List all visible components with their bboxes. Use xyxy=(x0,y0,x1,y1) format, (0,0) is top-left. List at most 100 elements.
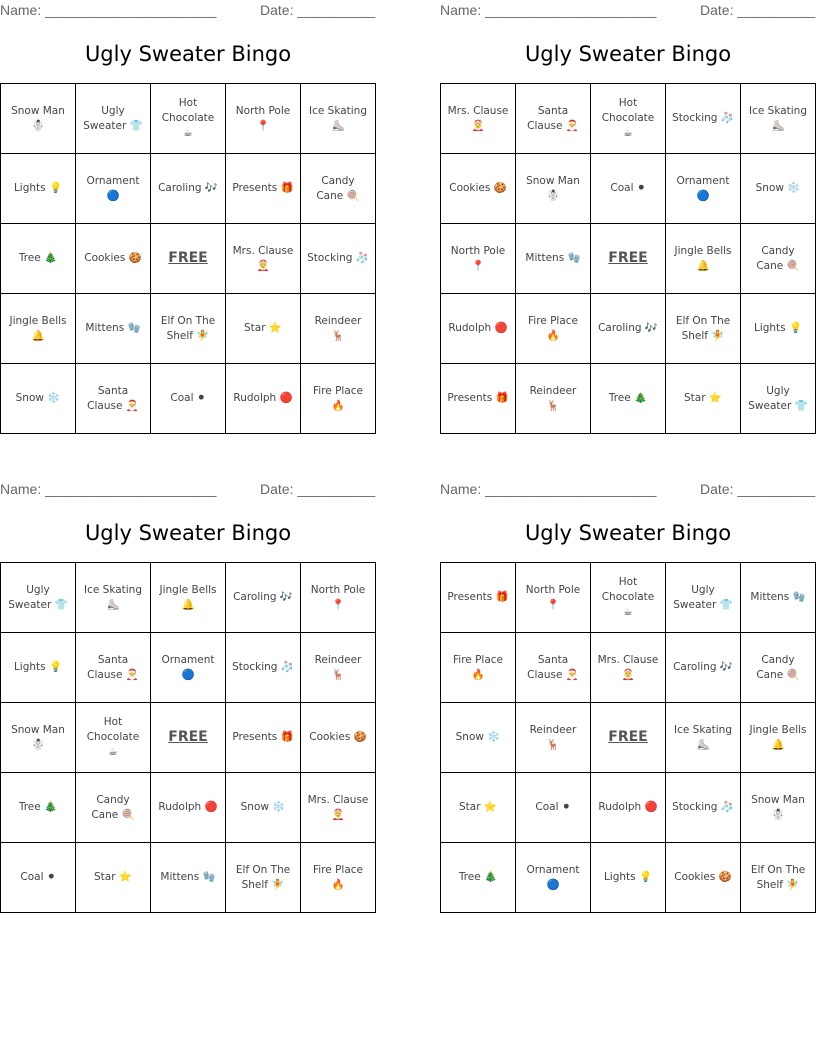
bingo-cell: Cookies 🍪 xyxy=(441,154,516,224)
bingo-cell: Tree 🎄 xyxy=(591,364,666,434)
bingo-cell: Mittens 🧤 xyxy=(516,224,591,294)
bingo-cell: Snow Man ☃️ xyxy=(516,154,591,224)
bingo-cell: Hot Chocolate ☕ xyxy=(591,84,666,154)
bingo-cell: Hot Chocolate ☕ xyxy=(591,563,666,633)
bingo-cell: Presents 🎁 xyxy=(441,364,516,434)
bingo-cell: Stocking 🧦 xyxy=(666,773,741,843)
bingo-cell: Star ⭐ xyxy=(441,773,516,843)
name-field: Name: ______________________ xyxy=(0,481,217,497)
bingo-cell: Presents 🎁 xyxy=(226,703,301,773)
bingo-cell: Snow ❄️ xyxy=(1,364,76,434)
card-title: Ugly Sweater Bingo xyxy=(84,521,292,545)
bingo-cell: North Pole 📍 xyxy=(226,84,301,154)
bingo-cell: Ornament 🔵 xyxy=(666,154,741,224)
bingo-cell: Ornament 🔵 xyxy=(151,633,226,703)
bingo-cell: Caroling 🎶 xyxy=(666,633,741,703)
bingo-grid: Snow Man ☃️ Ugly Sweater 👕 Hot Chocolate ☕… xyxy=(0,83,376,434)
bingo-card: Name: ______________________ Date: ______… xyxy=(0,479,376,919)
bingo-cell: Reindeer 🦌 xyxy=(301,294,376,364)
name-field: Name: ______________________ xyxy=(0,2,217,18)
bingo-cell: North Pole 📍 xyxy=(441,224,516,294)
bingo-cell: Elf On The Shelf 🧚 xyxy=(151,294,226,364)
bingo-cell: Snow ❄️ xyxy=(441,703,516,773)
bingo-cell: Ice Skating ⛸️ xyxy=(741,84,816,154)
bingo-cell: Caroling 🎶 xyxy=(591,294,666,364)
bingo-cell: Santa Clause 🎅 xyxy=(516,84,591,154)
card-title: Ugly Sweater Bingo xyxy=(524,42,732,66)
bingo-cell: Mrs. Clause 🤶 xyxy=(441,84,516,154)
bingo-cell: Lights 💡 xyxy=(1,633,76,703)
bingo-cell: Lights 💡 xyxy=(741,294,816,364)
bingo-cell: Rudolph 🔴 xyxy=(226,364,301,434)
bingo-cell: Ugly Sweater 👕 xyxy=(76,84,151,154)
bingo-grid: Presents 🎁 North Pole 📍 Hot Chocolate ☕ Ugl… xyxy=(440,562,816,913)
bingo-cell: North Pole 📍 xyxy=(516,563,591,633)
bingo-cell: Hot Chocolate ☕ xyxy=(76,703,151,773)
bingo-cell: Fire Place 🔥 xyxy=(301,843,376,913)
bingo-cell: Ugly Sweater 👕 xyxy=(741,364,816,434)
bingo-cell: Jingle Bells 🔔 xyxy=(151,563,226,633)
bingo-cell: Caroling 🎶 xyxy=(226,563,301,633)
bingo-cell: Reindeer 🦌 xyxy=(301,633,376,703)
bingo-cell: Star ⭐ xyxy=(666,364,741,434)
bingo-cell: Ice Skating ⛸️ xyxy=(666,703,741,773)
date-field: Date: __________ xyxy=(260,2,376,18)
bingo-cell: Rudolph 🔴 xyxy=(441,294,516,364)
bingo-cell: Mrs. Clause 🤶 xyxy=(226,224,301,294)
bingo-cell: Snow Man ☃️ xyxy=(1,703,76,773)
card-title: Ugly Sweater Bingo xyxy=(524,521,732,545)
bingo-cell: Candy Cane 🍭 xyxy=(741,633,816,703)
bingo-cell: Stocking 🧦 xyxy=(226,633,301,703)
bingo-cell: Star ⭐ xyxy=(76,843,151,913)
bingo-cell: Ornament 🔵 xyxy=(76,154,151,224)
bingo-cell: Tree 🎄 xyxy=(1,773,76,843)
date-field: Date: __________ xyxy=(260,481,376,497)
bingo-cell: Mrs. Clause 🤶 xyxy=(301,773,376,843)
bingo-cell: Ugly Sweater 👕 xyxy=(666,563,741,633)
bingo-cell: Reindeer 🦌 xyxy=(516,364,591,434)
bingo-cell: Candy Cane 🍭 xyxy=(76,773,151,843)
bingo-cell: Jingle Bells 🔔 xyxy=(1,294,76,364)
bingo-cell: Stocking 🧦 xyxy=(301,224,376,294)
bingo-cell: Ice Skating ⛸️ xyxy=(301,84,376,154)
bingo-cell: Fire Place 🔥 xyxy=(516,294,591,364)
bingo-cell: Stocking 🧦 xyxy=(666,84,741,154)
bingo-cell: Mittens 🧤 xyxy=(151,843,226,913)
bingo-cell: Ice Skating ⛸️ xyxy=(76,563,151,633)
bingo-card: Name: ______________________ Date: ______… xyxy=(440,0,816,440)
name-field: Name: ______________________ xyxy=(440,2,657,18)
bingo-cell: Cookies 🍪 xyxy=(666,843,741,913)
bingo-cell: Ornament 🔵 xyxy=(516,843,591,913)
bingo-cell: Coal ⚫ xyxy=(151,364,226,434)
bingo-cell: Fire Place 🔥 xyxy=(301,364,376,434)
bingo-cell: Cookies 🍪 xyxy=(76,224,151,294)
bingo-cell: Snow Man ☃️ xyxy=(741,773,816,843)
bingo-cell: Elf On The Shelf 🧚 xyxy=(741,843,816,913)
bingo-card: Name: ______________________ Date: ______… xyxy=(0,0,376,440)
bingo-cell: Rudolph 🔴 xyxy=(591,773,666,843)
bingo-cell: Fire Place 🔥 xyxy=(441,633,516,703)
bingo-cell: Mittens 🧤 xyxy=(76,294,151,364)
bingo-cell: Presents 🎁 xyxy=(226,154,301,224)
bingo-grid: Ugly Sweater 👕 Ice Skating ⛸️ Jingle Bells… xyxy=(0,562,376,913)
bingo-cell: Coal ⚫ xyxy=(516,773,591,843)
bingo-cell: Lights 💡 xyxy=(1,154,76,224)
bingo-cell: FREE xyxy=(591,224,666,294)
bingo-cell: Jingle Bells 🔔 xyxy=(666,224,741,294)
bingo-cell: Santa Clause 🎅 xyxy=(516,633,591,703)
bingo-cell: Snow ❄️ xyxy=(226,773,301,843)
bingo-cell: Rudolph 🔴 xyxy=(151,773,226,843)
name-field: Name: ______________________ xyxy=(440,481,657,497)
bingo-cell: Hot Chocolate ☕ xyxy=(151,84,226,154)
bingo-cell: Coal ⚫ xyxy=(591,154,666,224)
bingo-cell: Snow Man ☃️ xyxy=(1,84,76,154)
bingo-cell: Tree 🎄 xyxy=(441,843,516,913)
bingo-cell: Santa Clause 🎅 xyxy=(76,364,151,434)
bingo-cell: Caroling 🎶 xyxy=(151,154,226,224)
bingo-cell: North Pole 📍 xyxy=(301,563,376,633)
bingo-cell: Elf On The Shelf 🧚 xyxy=(226,843,301,913)
bingo-cell: Ugly Sweater 👕 xyxy=(1,563,76,633)
date-field: Date: __________ xyxy=(700,481,816,497)
bingo-cell: FREE xyxy=(591,703,666,773)
bingo-cell: Reindeer 🦌 xyxy=(516,703,591,773)
